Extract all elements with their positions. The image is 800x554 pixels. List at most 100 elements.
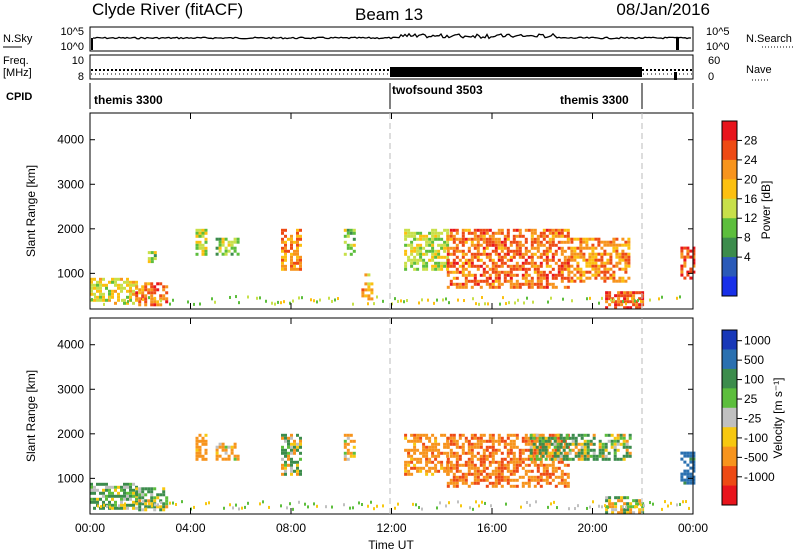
power-echo-cell-9	[557, 240, 561, 244]
vel-echo-cell-9	[614, 508, 618, 512]
vel-echo-cell-7	[551, 448, 555, 452]
power-echo-cell-6	[346, 246, 350, 250]
power-echo-cell-10	[594, 246, 598, 250]
vel-echo-cell-1	[138, 490, 142, 494]
colorbar-tick-label: -25	[744, 411, 762, 425]
vel-echo-cell-8	[622, 439, 626, 443]
vel-echo-cell-7	[467, 451, 471, 455]
power-echo-cell-10	[606, 240, 610, 244]
vel-echo-cell-0	[132, 500, 135, 504]
power-echo-cell-10	[600, 264, 604, 268]
power-echo-cell-9	[533, 282, 537, 286]
power-echo-cell-10	[600, 276, 604, 280]
vel-echo-cell-6	[434, 469, 438, 473]
power-echo-cell-10	[567, 255, 571, 259]
vel-echo-cell-0	[120, 497, 123, 501]
power-echo-cell-9	[554, 285, 558, 289]
vel-echo-cell-8	[604, 457, 608, 461]
vel-echo-cell-7	[515, 463, 519, 467]
power-echo-cell-6	[343, 252, 347, 256]
vel-echo-cell-6	[440, 433, 444, 437]
power-echo-cell-12	[686, 246, 690, 250]
vel-echo-cell-7	[455, 466, 459, 470]
vel-echo-cell-0	[96, 500, 99, 504]
power-echo-cell-9	[536, 279, 540, 283]
power-echo-cell-9	[521, 282, 525, 286]
power-echo-cell-5	[299, 267, 302, 271]
vel-echo-cell-8	[544, 439, 548, 443]
power-echo-cell-9	[536, 237, 540, 241]
vel-ground-cell	[568, 507, 570, 511]
vel-echo-cell-7	[446, 445, 450, 449]
power-echo-cell-3	[195, 243, 199, 247]
vel-echo-cell-8	[577, 451, 581, 455]
vel-echo-cell-6	[440, 451, 444, 455]
vel-echo-cell-2	[204, 457, 208, 461]
vel-echo-cell-8	[535, 439, 539, 443]
power-echo-cell-9	[497, 273, 501, 277]
vel-echo-cell-5	[346, 442, 350, 446]
power-echo-cell-3	[201, 228, 205, 232]
vel-echo-cell-10	[683, 469, 687, 473]
vel-echo-cell-8	[604, 442, 608, 446]
vel-echo-cell-7	[494, 460, 498, 464]
vel-echo-cell-7	[548, 442, 552, 446]
vel-echo-cell-3	[218, 442, 222, 446]
power-echo-cell-8	[410, 246, 414, 250]
vel-echo-cell-6	[419, 460, 423, 464]
power-echo-cell-10	[618, 255, 622, 259]
vel-echo-cell-8	[592, 454, 596, 458]
vel-echo-cell-7	[491, 469, 495, 473]
vel-echo-cell-7	[515, 436, 519, 440]
vel-echo-cell-7	[548, 457, 552, 461]
power-echo-cell-9	[554, 276, 558, 280]
power-echo-cell-8	[434, 255, 438, 259]
power-echo-cell-3	[204, 249, 208, 253]
xtick-label: 20:00	[577, 521, 607, 535]
power-echo-cell-11	[632, 303, 636, 307]
power-echo-cell-9	[488, 255, 492, 259]
power-echo-cell-9	[455, 267, 459, 271]
power-echo-cell-11	[635, 303, 639, 307]
vel-echo-cell-7	[542, 463, 546, 467]
power-echo-cell-1	[165, 291, 169, 295]
power-echo-cell-10	[615, 252, 619, 256]
x-axis: 00:00 04:00 08:00 12:00 16:00 20:00 00:00	[75, 113, 708, 535]
power-echo-cell-9	[491, 240, 495, 244]
vel-echo-cell-8	[541, 436, 545, 440]
vel-echo-cell-8	[592, 448, 596, 452]
vel-echo-cell-1	[141, 502, 145, 506]
power-echo-cell-10	[609, 243, 613, 247]
power-echo-cell-9	[479, 252, 483, 256]
power-echo-cell-9	[458, 249, 462, 253]
vel-ground-cell	[169, 501, 171, 505]
power-ground-cell	[436, 298, 438, 302]
vel-ground-cell	[592, 500, 594, 504]
vel-echo-cell-1	[147, 499, 151, 503]
vel-echo-cell-7	[455, 454, 459, 458]
power-echo-cell-12	[692, 249, 696, 253]
vel-ground-cell	[682, 500, 684, 504]
vel-echo-cell-7	[470, 457, 474, 461]
power-echo-cell-11	[629, 291, 633, 295]
vel-echo-cell-7	[545, 463, 549, 467]
power-echo-cell-2	[153, 254, 157, 258]
vel-echo-cell-9	[626, 502, 630, 506]
velocity-colorbar-label: Velocity [m s⁻¹]	[771, 377, 785, 458]
vel-echo-cell-7	[515, 484, 519, 488]
power-echo-cell-9	[476, 246, 480, 250]
vel-echo-cell-7	[515, 433, 519, 437]
vel-echo-cell-7	[461, 472, 465, 476]
power-echo-cell-9	[506, 264, 510, 268]
power-echo-cell-9	[512, 228, 516, 232]
vel-echo-cell-6	[428, 460, 432, 464]
power-echo-cell-9	[479, 258, 483, 262]
vel-ground-cell	[643, 504, 645, 508]
vel-echo-cell-7	[485, 475, 489, 479]
vel-echo-cell-7	[494, 466, 498, 470]
freq-panel-frame	[89, 54, 694, 80]
vel-echo-cell-7	[491, 433, 495, 437]
vel-ground-cell	[577, 504, 579, 508]
power-echo-cell-10	[576, 264, 580, 268]
power-echo-cell-1	[144, 300, 148, 304]
